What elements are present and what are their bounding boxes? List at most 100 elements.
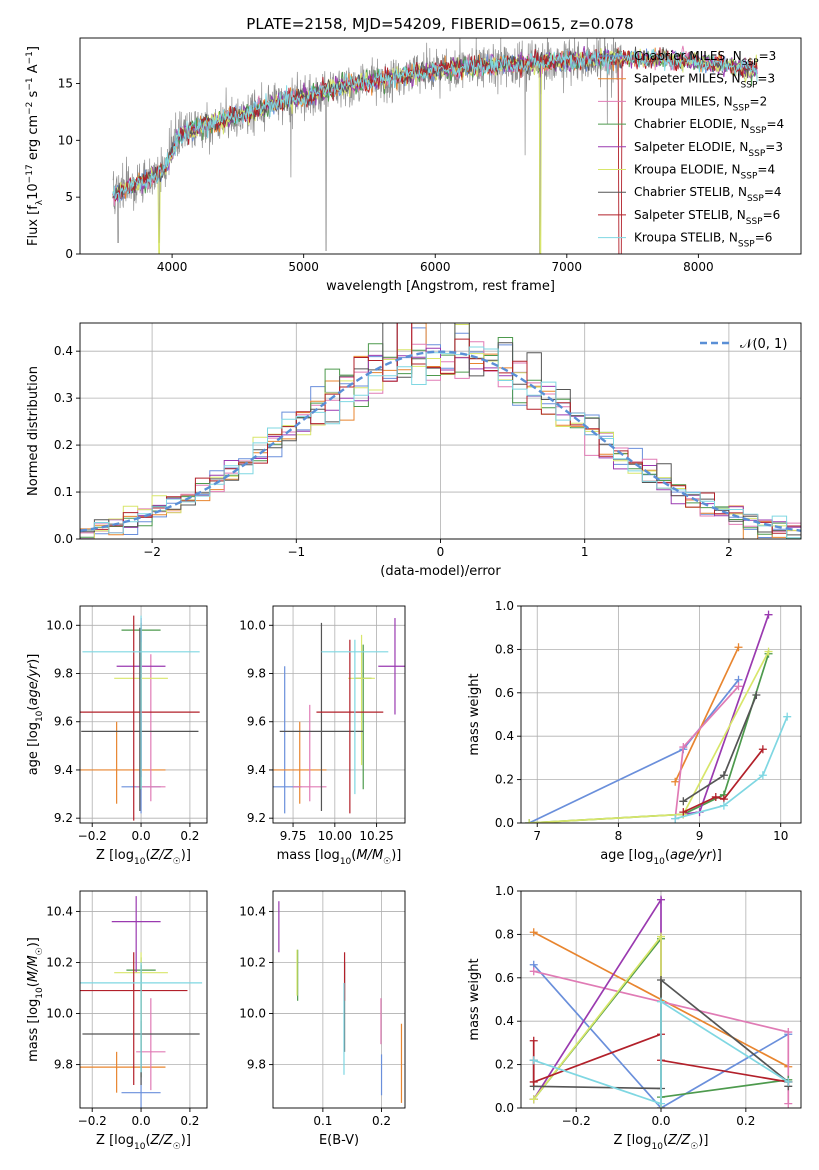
weight_vs_age-xlabel: age [log10(age/yr)] — [600, 848, 722, 867]
age_vs_mass-ytick-label: 9.8 — [247, 667, 266, 681]
mass-weight-marker — [758, 771, 767, 780]
legend-count: =2 — [750, 94, 768, 108]
age_vs_Z-xlabel: Z [log10(Z/Z☉)] — [96, 848, 191, 867]
mass-weight-marker — [529, 1036, 538, 1045]
weight_vs_age-ytick-label: 0.8 — [495, 642, 514, 656]
spectrum-plot — [112, 38, 758, 254]
legend-count: =6 — [763, 208, 781, 222]
legend-label: Chabrier MILES, NSSP=3 — [634, 49, 776, 68]
errorbar-point — [80, 962, 203, 1073]
age_vs_mass-xlabel: mass [log10(M/M☉)] — [277, 848, 402, 867]
mass_vs_Z-panel: −0.2 0.0 0.2 9.8 10.0 10.2 10.4 Z [log10(Z/Z☉)]… — [26, 890, 208, 1152]
spectrum-xtick-label: 4000 — [157, 260, 188, 274]
legend-subscript: SSP — [750, 126, 767, 136]
weight_vs_Z-plot — [529, 895, 793, 1108]
mass-weight-marker — [657, 975, 665, 984]
mass-weight-marker — [671, 814, 680, 823]
legend-count: =3 — [757, 72, 775, 86]
mass-weight-marker — [734, 682, 743, 691]
mass-weight-marker — [758, 745, 767, 754]
weight_vs_age-ytick-label: 0.4 — [495, 729, 514, 743]
residual_hist-ytick-label: 0.4 — [54, 344, 73, 358]
spectrum-frame — [79, 37, 802, 255]
spectrum-ytick-label: 5 — [65, 190, 73, 204]
errorbar-point — [80, 1051, 166, 1093]
age_vs_mass-xtick-label: 10.00 — [318, 829, 352, 843]
errorbar-point — [82, 615, 200, 790]
legend-model-name: Salpeter ELODIE, N — [634, 140, 748, 154]
age_vs_mass-ytick-label: 9.4 — [247, 763, 266, 777]
mass-weight-series — [532, 896, 662, 1108]
mass-weight-marker — [529, 1095, 538, 1104]
age_vs_Z-xtick-label: −0.2 — [78, 829, 107, 843]
weight_vs_Z-ytick-label: 1.0 — [495, 884, 514, 898]
residual_hist-ytick-label: 0.2 — [54, 438, 73, 452]
mass-weight-marker — [657, 932, 665, 941]
weight_vs_age-ytick-label: 0.0 — [495, 816, 514, 830]
mass_vs_Z-ytick-label: 10.2 — [46, 955, 73, 969]
weight_vs_Z-xtick-label: 0.2 — [736, 1114, 755, 1128]
age_vs_mass-grid — [273, 606, 405, 823]
legend-count: =4 — [766, 117, 784, 131]
residual_hist-xtick-label: 0 — [437, 545, 445, 559]
mass_vs_Z-frame — [79, 890, 208, 1109]
errorbar-point — [354, 644, 372, 790]
mass-weight-marker — [671, 777, 680, 786]
legend-subscript: SSP — [746, 217, 763, 227]
mass_vs_Z-ytick-label: 10.0 — [46, 1007, 73, 1021]
age_vs_Z-grid — [80, 606, 207, 823]
age_vs_Z-ytick-label: 10.0 — [46, 618, 73, 632]
weight_vs_age-grid — [521, 605, 801, 824]
mass_vs_Z-plot — [80, 896, 203, 1108]
weight_vs_age-ytick-label: 0.6 — [495, 686, 514, 700]
weight_vs_age-ytick-label: 1.0 — [495, 599, 514, 613]
weight_vs_age-ylabel: mass weight — [467, 673, 482, 755]
mass-weight-marker — [525, 819, 534, 823]
mass-weight-marker — [734, 643, 743, 652]
spectrum-xtick-label: 6000 — [420, 260, 451, 274]
mass_vs_EBV-xtick-label: 0.1 — [313, 1114, 332, 1128]
mass_vs_EBV-ytick-label: 10.2 — [239, 955, 266, 969]
mass-weight-series — [674, 646, 740, 783]
mass_vs_EBV-ytick-label: 9.8 — [247, 1058, 266, 1072]
legend-label: Kroupa STELIB, NSSP=6 — [634, 231, 772, 250]
legend-label: Chabrier STELIB, NSSP=4 — [634, 185, 782, 204]
weight_vs_Z-panel: −0.2 0.0 0.2 0.0 0.2 0.4 0.6 0.8 1.0 Z [log10(Z/Z… — [467, 884, 802, 1152]
age_vs_Z-ytick-label: 9.2 — [54, 811, 73, 825]
errorbar-point — [111, 896, 161, 973]
errorbar-point — [80, 721, 166, 804]
mass-weight-marker — [679, 743, 688, 752]
residual_hist-plot — [80, 323, 801, 539]
weight_vs_Z-ytick-label: 0.0 — [495, 1101, 514, 1115]
errorbar-point — [80, 615, 200, 821]
errorbar-point — [273, 721, 327, 804]
legend-count: =3 — [759, 49, 777, 63]
mass-weight-marker — [784, 1077, 793, 1086]
age_vs_Z-ytick-label: 9.6 — [54, 715, 73, 729]
mass-weight-marker — [657, 1099, 665, 1108]
mass_vs_EBV-panel: 0.1 0.2 9.8 10.0 10.2 10.4 E(B-V) — [239, 890, 406, 1148]
mass-weight-series — [533, 1000, 789, 1105]
legend-label: Salpeter MILES, NSSP=3 — [634, 72, 775, 91]
weight_vs_Z-ytick-label: 0.2 — [495, 1058, 514, 1072]
legend-label: Kroupa MILES, NSSP=2 — [634, 94, 767, 113]
age_vs_Z-frame — [79, 605, 208, 824]
legend-model-name: Salpeter MILES, N — [634, 72, 741, 86]
mass-weight-marker — [529, 1056, 538, 1065]
mass_vs_EBV-ytick-label: 10.4 — [239, 904, 266, 918]
legend-model-name: Chabrier MILES, N — [634, 49, 742, 63]
spectrum-model-line — [112, 48, 758, 203]
residual_hist-ytick-label: 0.3 — [54, 391, 73, 405]
legend-model-name: Salpeter STELIB, N — [634, 208, 746, 222]
weight_vs_Z-xtick-label: 0.0 — [651, 1114, 670, 1128]
mass_vs_EBV-grid — [273, 891, 405, 1108]
mass-weight-series — [529, 651, 770, 823]
mass-weight-marker — [784, 1099, 793, 1108]
residual-histogram — [80, 323, 801, 534]
spectrum-ytick-label: 10 — [58, 133, 73, 147]
weight_vs_age-xtick-label: 8 — [615, 829, 623, 843]
residual_hist-ytick-label: 0.0 — [54, 532, 73, 546]
mass-weight-marker — [719, 801, 728, 810]
weight_vs_age-xtick-label: 9 — [696, 829, 704, 843]
legend-count: =6 — [755, 231, 773, 245]
